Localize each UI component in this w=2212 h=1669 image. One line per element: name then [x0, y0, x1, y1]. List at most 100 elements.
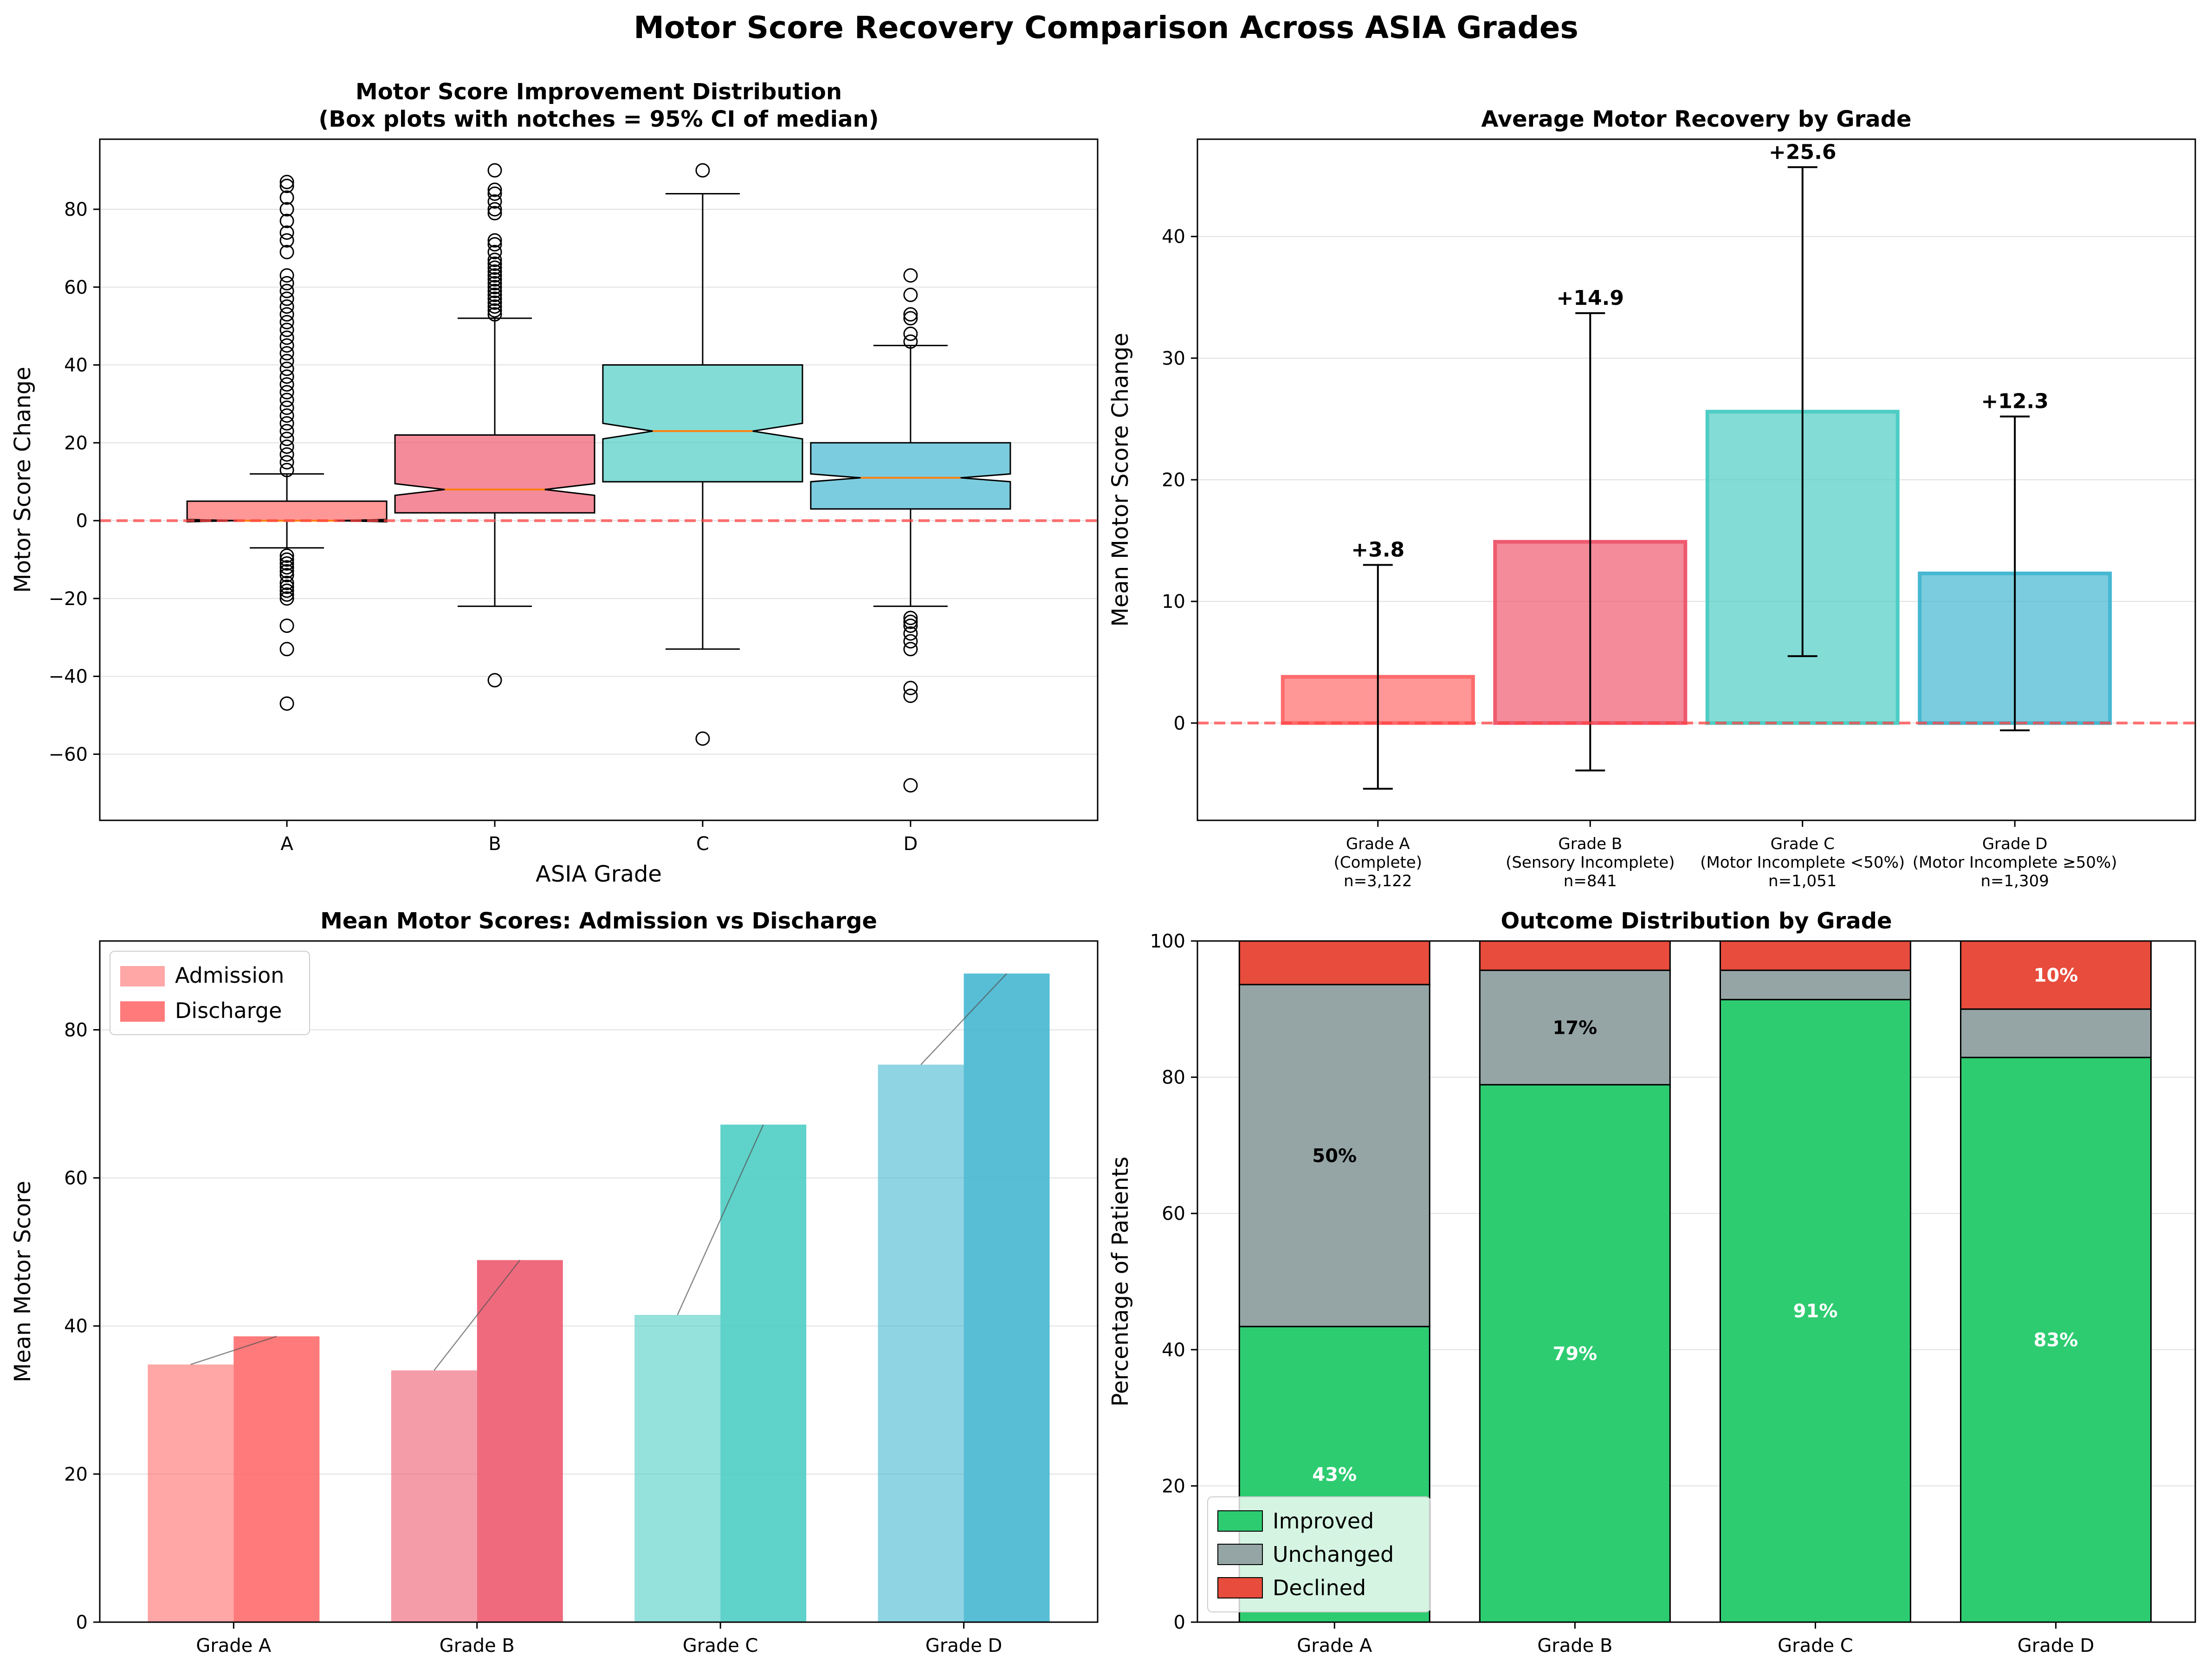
segment-label: 43%	[1312, 1464, 1357, 1485]
y-tick-label: 20	[64, 432, 88, 454]
box-plot-panel: A B C D −60 −40 −20 0 20 40 60 80 Motor Score Improv…	[10, 79, 1099, 887]
x-tick-label: Grade B	[440, 1635, 515, 1656]
plot-frame	[99, 138, 1099, 821]
value-label: +14.9	[1557, 286, 1624, 310]
y-tick-label: 60	[64, 277, 88, 298]
box-outlier	[487, 163, 502, 178]
segment-label: 10%	[2034, 965, 2078, 986]
admission-bar	[391, 1370, 477, 1622]
y-tick-label: 0	[76, 1612, 88, 1633]
box-outlier	[279, 447, 294, 462]
box-outlier	[279, 245, 294, 259]
box-outlier	[279, 284, 294, 298]
segment-label: 79%	[1552, 1343, 1597, 1365]
box-outlier	[487, 237, 502, 251]
admission-discharge-panel: Grade A Grade B Grade C Grade D 0 20 40 60 80 Mea…	[10, 908, 1099, 1656]
admission-bar	[634, 1315, 721, 1622]
y-tick-label: 20	[1162, 1476, 1185, 1497]
y-tick-label: 40	[64, 1316, 88, 1337]
box-outlier	[279, 400, 294, 415]
outcome-segment-declined	[1238, 940, 1430, 986]
y-tick-label: 80	[64, 1019, 88, 1041]
y-tick-label: 40	[1162, 1340, 1185, 1361]
y-tick-label: 40	[1162, 226, 1185, 248]
box-outlier	[279, 619, 294, 633]
outcome-segment-improved	[1479, 1084, 1671, 1623]
outcome-distribution-panel: 43% 50% 79% 17% 91% 83% 10% Grade A Grade B Grade…	[1107, 908, 2196, 1656]
segment-label: 17%	[1552, 1017, 1597, 1038]
box-outlier	[279, 696, 294, 711]
x-tick-label: B	[488, 833, 501, 855]
x-tick-label: C	[696, 833, 709, 855]
outcome-segment-unchanged	[1238, 984, 1430, 1327]
box-body	[186, 500, 388, 523]
box-outlier	[903, 326, 918, 341]
y-tick-label: 0	[76, 510, 88, 532]
change-connector	[677, 1124, 764, 1315]
box-outlier	[279, 564, 294, 579]
box-outlier	[487, 673, 502, 688]
y-tick-label: −60	[49, 744, 88, 765]
value-label: +25.6	[1769, 140, 1836, 164]
box-outlier	[279, 233, 294, 248]
box-outlier	[279, 408, 294, 423]
box-outlier	[279, 432, 294, 446]
box-outlier	[279, 174, 294, 189]
box-outlier	[279, 190, 294, 205]
box-outlier	[487, 264, 502, 279]
outcome-segment-declined	[1960, 940, 2152, 1010]
box-outlier	[487, 260, 502, 275]
box-outlier	[279, 552, 294, 567]
x-tick-label: Grade C	[1771, 835, 1835, 853]
x-tick-label: (Complete)	[1334, 853, 1422, 872]
y-tick-label: 20	[1162, 470, 1185, 491]
x-tick-label: Grade C	[1778, 1635, 1853, 1656]
box-outlier	[903, 611, 918, 625]
box-outlier	[279, 276, 294, 290]
y-axis-label: Mean Motor Score	[10, 1181, 36, 1382]
x-tick-label: (Sensory Incomplete)	[1506, 853, 1675, 872]
admission-bar	[148, 1364, 234, 1622]
box-outlier	[487, 194, 502, 209]
plot-frame	[1197, 940, 2196, 1623]
box-outlier	[487, 182, 502, 197]
box-outlier	[279, 439, 294, 454]
box-outlier	[279, 393, 294, 407]
y-tick-label: −40	[49, 666, 88, 688]
y-tick-label: 40	[64, 355, 88, 376]
box-body	[602, 364, 803, 483]
box-outlier	[487, 307, 502, 322]
x-tick-label: Grade D	[925, 1635, 1002, 1656]
discharge-bar	[720, 1124, 807, 1622]
box-outlier	[903, 614, 918, 629]
box-outlier	[903, 626, 918, 641]
box-outlier	[903, 681, 918, 696]
legend-box	[1207, 1496, 1431, 1612]
legend-swatch-declined	[1217, 1577, 1263, 1598]
box-outlier	[279, 322, 294, 337]
panel-title: Motor Score Improvement Distribution	[356, 79, 842, 105]
box-outlier	[487, 288, 502, 303]
legend-label-discharge: Discharge	[175, 998, 282, 1023]
box-outlier	[487, 276, 502, 290]
x-tick-label: (Motor Incomplete ≥50%)	[1913, 853, 2117, 872]
box-outlier	[279, 642, 294, 657]
y-axis-label: Motor Score Change	[10, 367, 36, 593]
y-tick-label: 60	[64, 1168, 88, 1189]
discharge-bar	[233, 1336, 320, 1622]
box-outlier	[279, 179, 294, 193]
discharge-bar	[964, 973, 1050, 1622]
box-outlier	[903, 642, 918, 657]
outcome-segment-unchanged	[1960, 1008, 2152, 1058]
box-outlier	[903, 634, 918, 649]
y-tick-label: 0	[1174, 713, 1185, 734]
box-outlier	[279, 291, 294, 306]
box-outlier	[487, 295, 502, 310]
segment-label: 50%	[1312, 1145, 1357, 1166]
x-tick-label: Grade D	[1982, 835, 2048, 853]
box-body	[810, 442, 1011, 510]
box-outlier	[279, 369, 294, 384]
y-tick-label: 80	[64, 199, 88, 220]
box-outlier	[279, 575, 294, 590]
legend-label-unchanged: Unchanged	[1273, 1542, 1394, 1567]
